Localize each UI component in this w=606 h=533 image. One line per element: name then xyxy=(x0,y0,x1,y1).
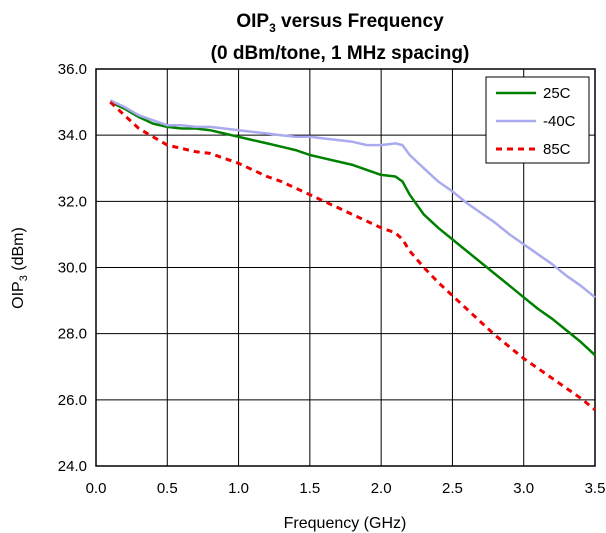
ylabel-sub3: 3 xyxy=(18,275,30,281)
y-tick-label: 26.0 xyxy=(58,392,87,409)
series-line--40C xyxy=(109,99,596,299)
y-tick-label: 32.0 xyxy=(58,193,87,210)
x-axis-label: Frequency (GHz) xyxy=(284,515,407,532)
legend-label-25C: 25C xyxy=(543,85,571,102)
data-series xyxy=(109,99,596,411)
title-oip: OIP xyxy=(236,11,269,32)
x-tick-label: 1.5 xyxy=(299,480,320,497)
x-tick-label: 3.0 xyxy=(513,480,534,497)
title-sub3: 3 xyxy=(269,21,276,35)
y-tick-label: 36.0 xyxy=(58,61,87,78)
y-tick-label: 28.0 xyxy=(58,326,87,343)
y-tick-label: 30.0 xyxy=(58,260,87,277)
y-tick-label: 34.0 xyxy=(58,127,87,144)
legend-label-85C: 85C xyxy=(543,141,571,158)
chart-title-line2: (0 dBm/tone, 1 MHz spacing) xyxy=(211,43,470,64)
title-rest: versus Frequency xyxy=(276,11,444,32)
x-tick-label: 2.5 xyxy=(442,480,463,497)
x-tick-label: 1.0 xyxy=(228,480,249,497)
y-tick-label: 24.0 xyxy=(58,458,87,475)
y-axis-label: OIP3 (dBm) xyxy=(10,227,30,309)
ylabel-rest: (dBm) xyxy=(10,227,27,275)
x-tick-label: 0.5 xyxy=(157,480,178,497)
grid-lines xyxy=(96,69,595,466)
x-tick-label: 3.5 xyxy=(585,480,606,497)
series-line-85C xyxy=(109,101,596,411)
ylabel-oip: OIP xyxy=(10,281,27,309)
legend-label--40C: -40C xyxy=(543,113,576,130)
y-tick-labels: 24.0 26.0 28.0 30.0 32.0 34.0 36.0 xyxy=(58,61,87,475)
x-tick-labels: 0.0 0.5 1.0 1.5 2.0 2.5 3.0 3.5 xyxy=(86,480,606,497)
legend: 25C -40C 85C xyxy=(485,76,590,164)
series-line-25C xyxy=(109,100,596,357)
x-tick-label: 2.0 xyxy=(371,480,392,497)
x-tick-label: 0.0 xyxy=(86,480,107,497)
chart-title-line1: OIP3 versus Frequency xyxy=(236,11,444,35)
